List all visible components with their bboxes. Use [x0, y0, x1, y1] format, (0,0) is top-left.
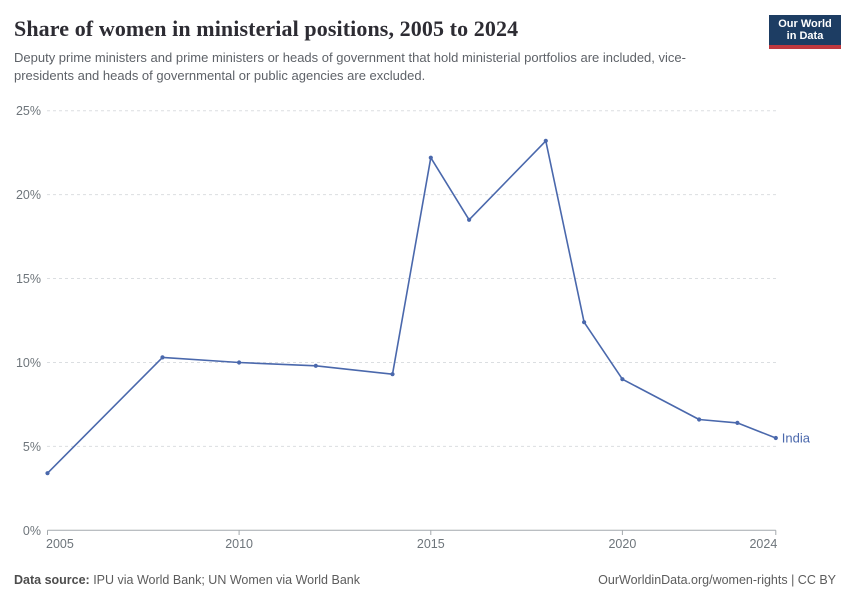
x-axis-tick-label: 2020: [608, 537, 636, 551]
y-axis-tick-label: 10%: [16, 356, 41, 370]
chart-subtitle: Deputy prime ministers and prime ministe…: [14, 50, 686, 84]
footer-datasource-label: Data source:: [14, 573, 90, 587]
y-axis-tick-label: 25%: [16, 104, 41, 118]
data-point[interactable]: [773, 435, 778, 441]
data-point[interactable]: [582, 320, 587, 325]
data-point[interactable]: [543, 138, 548, 143]
owid-logo-line2: in Data: [786, 30, 824, 42]
y-axis-tick-label: 20%: [16, 188, 41, 202]
series-label-india[interactable]: India: [782, 431, 811, 446]
footer-link[interactable]: OurWorldinData.org/women-rights | CC BY: [598, 573, 836, 587]
data-point[interactable]: [428, 155, 433, 160]
data-point[interactable]: [697, 417, 702, 422]
owid-logo-line1: Our World: [778, 18, 832, 30]
data-point[interactable]: [467, 217, 472, 222]
data-point[interactable]: [620, 377, 625, 382]
x-axis-tick-label: 2010: [225, 537, 253, 551]
footer-datasource-value: IPU via World Bank; UN Women via World B…: [89, 573, 360, 587]
footer-datasource: Data source: IPU via World Bank; UN Wome…: [14, 573, 360, 587]
data-point[interactable]: [390, 372, 395, 377]
chart-header: Share of women in ministerial positions,…: [14, 16, 754, 86]
data-point[interactable]: [313, 363, 318, 368]
x-axis-tick-label: 2005: [46, 537, 74, 551]
chart-footer: Data source: IPU via World Bank; UN Wome…: [0, 573, 850, 587]
y-axis-tick-label: 15%: [16, 272, 41, 286]
y-axis-tick-label: 5%: [23, 440, 41, 454]
data-point[interactable]: [45, 471, 50, 476]
x-axis-tick-label: 2015: [417, 537, 445, 551]
data-point[interactable]: [735, 420, 740, 425]
owid-logo[interactable]: Our World in Data: [769, 15, 841, 49]
y-axis-tick-label: 0%: [23, 524, 41, 538]
data-point[interactable]: [160, 355, 165, 360]
x-axis-tick-label: 2024: [749, 537, 777, 551]
chart-title: Share of women in ministerial positions,…: [14, 16, 519, 41]
data-point[interactable]: [237, 360, 242, 365]
data-line-india: [46, 140, 777, 475]
